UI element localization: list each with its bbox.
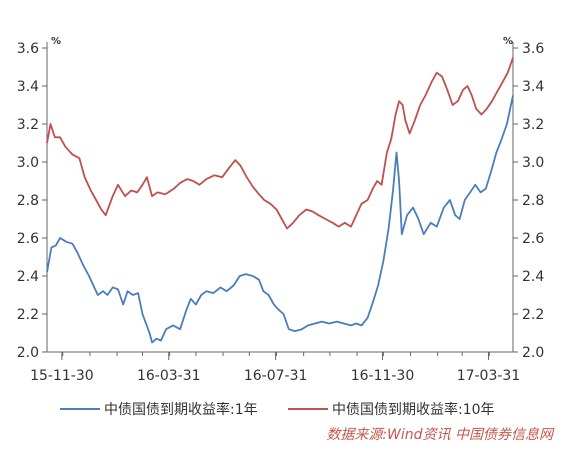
y-tick-label-right: 2.2 bbox=[522, 307, 544, 323]
x-tick-label: 16-11-30 bbox=[351, 368, 415, 384]
x-tick-label: 15-11-30 bbox=[30, 368, 94, 384]
x-tick-label: 16-03-31 bbox=[137, 368, 201, 384]
series-line-1y bbox=[46, 95, 514, 344]
x-tick-label: 16-07-31 bbox=[244, 368, 308, 384]
legend-item-1y: 中债国债到期收益率:1年 bbox=[60, 399, 258, 419]
y-tick-label-right: 3.4 bbox=[522, 79, 544, 95]
y-tick-label-right: 3.6 bbox=[522, 41, 544, 57]
y-unit-left: % bbox=[51, 36, 61, 47]
y-tick-label-left: 3.4 bbox=[17, 79, 39, 95]
y-tick-label-left: 2.6 bbox=[17, 231, 39, 247]
y-tick-label-left: 2.2 bbox=[17, 307, 39, 323]
series-line-10y bbox=[46, 57, 514, 230]
y-tick-label-left: 3.0 bbox=[17, 155, 39, 171]
legend-swatch-1y bbox=[60, 408, 100, 410]
y-tick-label-right: 2.8 bbox=[522, 193, 544, 209]
y-unit-right: % bbox=[503, 36, 513, 47]
y-tick-label-left: 3.2 bbox=[17, 117, 39, 133]
y-tick-label-right: 3.0 bbox=[522, 155, 544, 171]
legend-item-10y: 中债国债到期收益率:10年 bbox=[288, 399, 495, 419]
x-tick-label: 17-03-31 bbox=[457, 368, 521, 384]
chart-axes: % % 2.0 2.0 2.2 2.2 2.4 2.4 2.6 2.6 2.8 2.8 3.0 3.0 3.… bbox=[17, 36, 545, 384]
legend-swatch-10y bbox=[288, 408, 328, 410]
y-tick-label-right: 2.6 bbox=[522, 231, 544, 247]
data-source-note: 数据来源:Wind资讯 中国债券信息网 bbox=[326, 427, 553, 443]
legend-label-1y: 中债国债到期收益率:1年 bbox=[104, 402, 258, 418]
y-tick-label-right: 2.0 bbox=[522, 345, 544, 361]
y-tick-label-left: 2.4 bbox=[17, 269, 39, 285]
y-tick-label-left: 2.8 bbox=[17, 193, 39, 209]
y-tick-label-left: 2.0 bbox=[17, 345, 39, 361]
y-tick-label-right: 3.2 bbox=[522, 117, 544, 133]
y-tick-label-right: 2.4 bbox=[522, 269, 544, 285]
legend-label-10y: 中债国债到期收益率:10年 bbox=[332, 402, 495, 418]
chart-series bbox=[46, 57, 514, 344]
y-tick-label-left: 3.6 bbox=[17, 41, 39, 57]
